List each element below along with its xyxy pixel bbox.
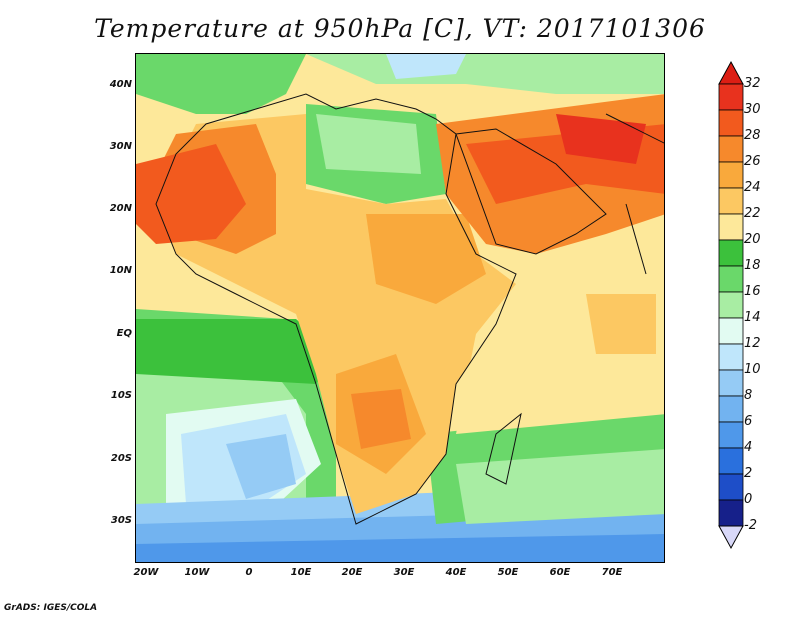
colorbar-bin	[718, 83, 744, 111]
colorbar-bin	[718, 317, 744, 345]
colorbar-tick-label: 18	[744, 258, 761, 273]
chart-title: Temperature at 950hPa [C], VT: 201710130…	[94, 14, 706, 43]
iran-pakistan-hotspot	[556, 114, 646, 164]
madagascar	[485, 412, 522, 485]
colorbar-under-triangle	[718, 525, 744, 550]
colorbar-bin	[718, 135, 744, 163]
colorbar-bin	[718, 369, 744, 397]
colorbar-tick-label: -2	[744, 518, 757, 533]
south-africa-hot	[351, 389, 411, 449]
indian-ocean-warm-patch	[586, 294, 656, 354]
colorbar-tick-label: 4	[744, 440, 753, 455]
sahara-cool-core	[316, 114, 421, 174]
map-canvas	[136, 54, 664, 562]
grads-credit: GrADS: IGES/COLA	[4, 603, 98, 613]
colorbar-tick-label: 12	[744, 336, 761, 351]
colorbar-bin	[718, 187, 744, 215]
europe-cool-band	[386, 54, 466, 79]
colorbar-bin	[718, 109, 744, 137]
lat-label-eq: EQ	[116, 328, 132, 339]
colorbar-tick-label: 24	[744, 180, 761, 195]
colorbar-tick-label: 6	[744, 414, 753, 429]
colorbar-tick-label: 28	[744, 128, 761, 143]
lon-label-60e: 60E	[549, 567, 571, 578]
lat-label-20s: 20S	[110, 453, 132, 464]
ocean-north-atlantic	[136, 54, 306, 114]
lon-label-70e: 70E	[601, 567, 623, 578]
lon-label-10e: 10E	[290, 567, 312, 578]
colorbar-bin	[718, 447, 744, 475]
colorbar-bin	[718, 421, 744, 449]
lat-label-10n: 10N	[109, 265, 132, 276]
lat-label-20n: 20N	[109, 203, 132, 214]
lat-label-30n: 30N	[109, 141, 132, 152]
colorbar-tick-label: 16	[744, 284, 761, 299]
lat-label-10s: 10S	[110, 390, 132, 401]
arabia-coastline	[455, 128, 607, 255]
central-sahel-warm	[366, 214, 486, 304]
colorbar-bin	[718, 239, 744, 267]
colorbar-bin	[718, 395, 744, 423]
west-africa-hotspot	[136, 144, 246, 244]
colorbar-bin	[718, 265, 744, 293]
colorbar-bin	[718, 499, 744, 527]
colorbar-bin	[718, 161, 744, 189]
ocean-band-8-10	[226, 434, 296, 499]
colorbar-tick-label: 26	[744, 154, 761, 169]
colorbar-tick-label: 14	[744, 310, 761, 325]
colorbar-bin	[718, 343, 744, 371]
lat-label-30s: 30S	[110, 515, 132, 526]
colorbar-tick-label: 32	[744, 76, 761, 91]
colorbar-over-triangle	[718, 60, 744, 85]
colorbar-tick-label: 0	[744, 492, 753, 507]
ocean-gulf-guinea	[136, 319, 336, 384]
lon-label-20e: 20E	[341, 567, 363, 578]
colorbar-tick-label: 20	[744, 232, 761, 247]
colorbar-tick-label: 30	[744, 102, 761, 117]
colorbar-tick-label: 10	[744, 362, 761, 377]
temperature-map	[135, 53, 665, 563]
colorbar-tick-label: 22	[744, 206, 761, 221]
colorbar-tick-label: 2	[744, 466, 753, 481]
lon-label-10w: 10W	[184, 567, 210, 578]
colorbar-bin	[718, 291, 744, 319]
india-coastline	[605, 113, 664, 275]
colorbar-bin	[718, 473, 744, 501]
ocean-south-indian-2	[456, 449, 664, 524]
lon-label-50e: 50E	[497, 567, 519, 578]
ocean-southern-band-3	[136, 534, 664, 562]
africa-coastline	[155, 93, 517, 525]
colorbar-tick-label: 8	[744, 388, 753, 403]
lon-label-40e: 40E	[445, 567, 467, 578]
lon-label-0: 0	[245, 567, 253, 578]
coastlines	[155, 93, 664, 525]
colorbar-bin	[718, 213, 744, 241]
lat-label-40n: 40N	[109, 79, 132, 90]
lon-label-20w: 20W	[133, 567, 159, 578]
colorbar	[718, 60, 744, 550]
lon-label-30e: 30E	[393, 567, 415, 578]
